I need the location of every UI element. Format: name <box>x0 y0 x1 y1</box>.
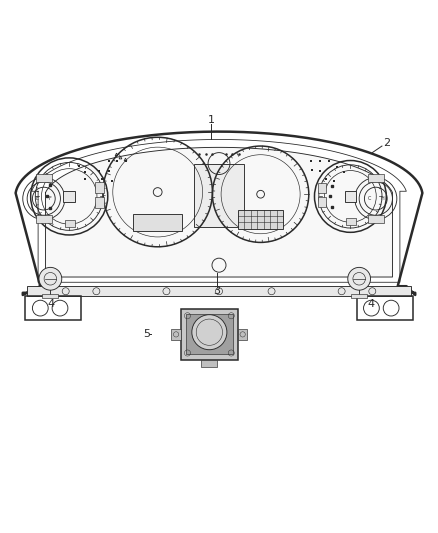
Bar <box>194 164 244 227</box>
Text: 5: 5 <box>143 328 150 338</box>
Circle shape <box>192 314 227 350</box>
Text: 3: 3 <box>213 286 220 296</box>
Bar <box>201 360 217 367</box>
Bar <box>171 329 181 340</box>
Bar <box>238 209 283 229</box>
Circle shape <box>39 268 62 290</box>
Bar <box>27 286 411 296</box>
Bar <box>186 314 233 354</box>
Bar <box>42 294 58 298</box>
Text: 2: 2 <box>383 138 390 148</box>
Bar <box>133 214 182 231</box>
Bar <box>351 294 367 298</box>
Bar <box>36 174 52 182</box>
Bar <box>238 329 247 340</box>
Circle shape <box>348 268 371 290</box>
Bar <box>181 309 238 360</box>
Bar <box>25 296 81 320</box>
Text: 1: 1 <box>208 115 215 125</box>
Text: C: C <box>368 196 371 201</box>
Text: H: H <box>380 196 384 201</box>
Bar <box>65 220 75 227</box>
Bar <box>346 218 356 225</box>
Bar <box>368 215 384 223</box>
Text: E: E <box>36 196 39 201</box>
Bar <box>357 296 413 320</box>
Text: 4: 4 <box>368 298 375 309</box>
Bar <box>64 191 75 202</box>
Bar <box>318 197 326 207</box>
Text: F: F <box>49 196 51 201</box>
Polygon shape <box>46 147 392 277</box>
Bar <box>36 215 52 223</box>
Bar <box>368 174 384 182</box>
Bar <box>345 191 356 202</box>
Text: 4: 4 <box>48 298 55 309</box>
Bar <box>318 183 326 193</box>
Bar <box>95 182 104 192</box>
Bar <box>95 197 104 208</box>
